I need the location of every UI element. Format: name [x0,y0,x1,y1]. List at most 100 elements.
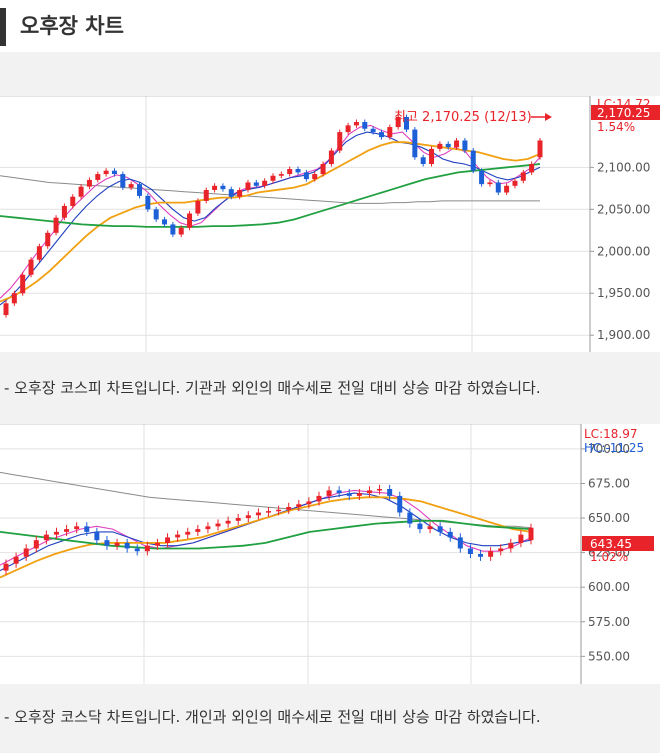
kosdaq-candle-body [53,531,59,535]
kospi-candle-body [420,157,426,164]
kosdaq-y-tick-label: 575.00 [588,615,630,629]
kospi-candle-body [245,182,251,191]
kospi-candle-body [404,116,409,130]
kosdaq-candle-body [43,534,49,541]
kospi-y-tick-label: 2,050.00 [597,202,650,216]
kospi-candle-body [370,128,376,133]
kospi-candle-body [470,150,476,171]
kosdaq-candle-body [215,523,221,527]
kosdaq-candle-body [366,490,372,494]
kosdaq-candle-body [235,518,241,521]
kosdaq-candle-body [276,509,282,512]
kosdaq-candle-body [336,490,342,494]
kospi-candle-body [220,185,226,190]
kosdaq-caption-band: - 오후장 코스닥 차트입니다. 개인과 외인의 매수세로 전일 대비 상승 마… [0,684,660,742]
kosdaq-candle-body [255,512,261,516]
kospi-y-tick-label: 1,900.00 [597,328,650,342]
kospi-candle-body [195,200,201,214]
kosdaq-candle-body [245,515,251,519]
kospi-candle-body [303,172,309,180]
kospi-candle-body [170,224,176,235]
kosdaq-candle-body [467,548,473,554]
kospi-candle-body [337,132,343,151]
kosdaq-candle-body [144,545,150,552]
header-accent-bar [0,8,6,46]
kosdaq-candle-body [498,548,504,552]
kospi-candle-body [137,184,142,196]
kosdaq-candle-body [457,537,463,549]
kospi-current-badge [591,105,660,120]
kospi-candle-body [111,170,117,175]
kospi-change-percent: 1.54% [597,120,635,134]
kospi-candle-body [270,175,276,181]
kospi-candle-body [86,179,92,187]
kosdaq-chart: 700.00 675.00 650.00 625.00 600.00 575.00 550.… [0,424,660,684]
kospi-y-tick-label: 1,950.00 [597,286,650,300]
kosdaq-candle-body [205,526,211,530]
kosdaq-candle-body [478,554,484,557]
kosdaq-change-percent: 1.02% [590,550,628,564]
kosdaq-candle-body [84,526,90,532]
kospi-candle-body [462,140,468,151]
kospi-candle-body [320,163,326,175]
kospi-candle-body [479,170,485,185]
kospi-current-value: 2,170.25 [597,106,650,120]
kosdaq-candle-body [508,542,514,549]
top-spacer [0,52,660,96]
kospi-candle-body [537,140,543,158]
kospi-plot-area [0,96,590,352]
kospi-candle-body [287,169,293,175]
kospi-y-tick-label: 2,000.00 [597,244,650,258]
kospi-ma-line-3 [0,141,541,303]
kosdaq-candle-body [286,506,292,510]
kosdaq-candle-body [326,490,332,496]
kospi-candle-body [429,148,435,164]
kosdaq-candle-body [417,523,423,530]
kosdaq-candle-body [407,512,413,524]
kosdaq-candle-body [377,489,383,491]
kospi-candle-body [153,209,159,220]
kospi-candle-body [353,122,359,126]
kosdaq-y-tick-label: 600.00 [588,580,630,594]
kospi-candle-body [495,182,501,193]
kospi-candle-body [203,190,209,201]
kospi-candle-body [362,122,368,129]
kosdaq-lc-label: LC:18.97 [584,427,637,441]
kosdaq-candle-body [346,493,352,496]
page-title: 오후장 차트 [20,14,124,38]
kospi-caption-band: - 오후장 코스피 차트입니다. 기관과 외인의 매수세로 전일 대비 상승 마… [0,352,660,424]
kospi-candle-body [529,163,535,173]
kospi-high-note: 최고 2,170.25 (12/13) [394,110,532,125]
kosdaq-ma-line-4 [0,519,532,550]
kosdaq-ma-line-3 [0,496,532,579]
kosdaq-y-tick-label: 675.00 [588,476,630,490]
kosdaq-candle-body [104,540,110,546]
kosdaq-chart-svg: 700.00675.00650.00625.00600.00575.00550.… [0,424,660,684]
kospi-ma-line-2 [0,131,541,306]
kospi-candle-body [445,143,451,148]
kosdaq-y-tick-label: 550.00 [588,649,630,663]
kospi-candle-body [228,189,234,197]
bottom-spacer [0,742,660,753]
kosdaq-candle-body [74,526,80,530]
kospi-candle-body [3,303,9,316]
kospi-candle-body [487,182,493,185]
kosdaq-candle-body [306,501,312,505]
kosdaq-candle-body [528,527,534,541]
kospi-candle-body [36,246,42,260]
kospi-candle-body [20,274,26,294]
kospi-candle-body [145,195,151,210]
kosdaq-candle-body [154,542,160,546]
kospi-candle-body [345,125,351,133]
kospi-candle-body [162,219,168,225]
kospi-candle-body [512,180,518,186]
kosdaq-candle-body [33,540,39,549]
kosdaq-y-tick-label: 650.00 [588,511,630,525]
kospi-candle-body [212,185,218,191]
kosdaq-candle-body [397,495,403,513]
kosdaq-candle-body [296,504,302,507]
kosdaq-candle-body [266,511,271,513]
kosdaq-y-tick-label: 700.00 [588,442,630,456]
kospi-candle-body [61,205,67,218]
kospi-candle-body [28,259,34,275]
